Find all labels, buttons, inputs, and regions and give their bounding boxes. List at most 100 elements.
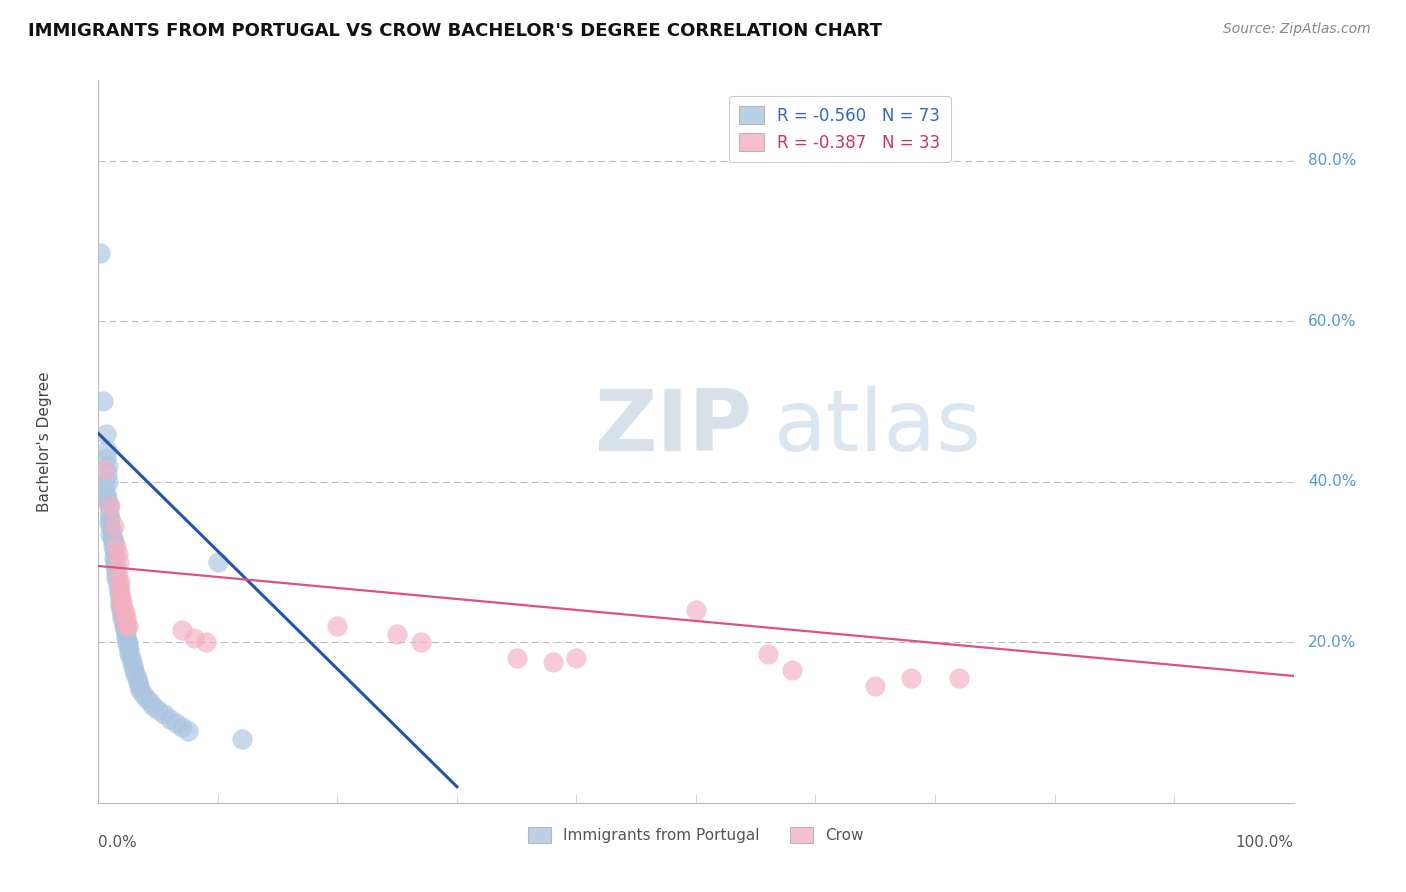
Point: [94, 450, 117, 465]
Point: [565, 651, 588, 665]
Point: [172, 623, 194, 637]
Text: 0.0%: 0.0%: [98, 835, 138, 850]
Point: [98, 518, 122, 533]
Point: [93, 478, 115, 492]
Text: 60.0%: 60.0%: [1308, 314, 1357, 328]
Point: [111, 611, 134, 625]
Point: [104, 547, 127, 561]
Point: [103, 542, 125, 557]
Point: [865, 680, 887, 694]
Legend: Immigrants from Portugal, Crow: Immigrants from Portugal, Crow: [522, 822, 870, 849]
Point: [98, 526, 122, 541]
Point: [110, 603, 132, 617]
Point: [93, 462, 115, 476]
Point: [107, 587, 129, 601]
Point: [94, 486, 117, 500]
Text: 80.0%: 80.0%: [1308, 153, 1357, 168]
Point: [124, 667, 146, 681]
Point: [172, 719, 194, 733]
Text: atlas: atlas: [773, 385, 981, 468]
Text: 100.0%: 100.0%: [1236, 835, 1294, 850]
Point: [124, 664, 146, 678]
Point: [107, 579, 129, 593]
Point: [111, 599, 134, 614]
Point: [115, 627, 138, 641]
Point: [96, 491, 118, 505]
Point: [98, 507, 121, 521]
Point: [111, 607, 134, 621]
Point: [131, 687, 153, 701]
Point: [183, 632, 205, 646]
Point: [101, 539, 124, 553]
Point: [115, 615, 138, 630]
Point: [105, 539, 128, 553]
Point: [118, 648, 141, 662]
Point: [153, 707, 176, 722]
Point: [97, 458, 120, 473]
Point: [122, 659, 145, 673]
Point: [117, 619, 139, 633]
Point: [105, 563, 128, 577]
Point: [326, 619, 349, 633]
Point: [112, 615, 135, 630]
Point: [948, 671, 970, 685]
Point: [104, 558, 127, 574]
Point: [103, 534, 125, 549]
Point: [103, 550, 125, 566]
Point: [100, 531, 122, 545]
Point: [103, 518, 125, 533]
Point: [91, 394, 114, 409]
Point: [121, 655, 143, 669]
Point: [108, 591, 131, 605]
Point: [115, 619, 138, 633]
Point: [685, 603, 707, 617]
Point: [89, 245, 111, 260]
Point: [107, 567, 129, 582]
Point: [115, 632, 138, 646]
Point: [114, 623, 136, 637]
Point: [105, 571, 128, 585]
Point: [506, 651, 529, 665]
Point: [231, 731, 253, 746]
Point: [96, 442, 118, 457]
Point: [107, 583, 129, 598]
Point: [98, 510, 122, 524]
Point: [97, 475, 120, 489]
Point: [142, 699, 165, 714]
Point: [108, 599, 131, 614]
Point: [135, 691, 157, 706]
Point: [148, 703, 170, 717]
Point: [165, 715, 187, 730]
Point: [129, 683, 152, 698]
Point: [108, 574, 131, 589]
Point: [114, 619, 136, 633]
Text: Source: ZipAtlas.com: Source: ZipAtlas.com: [1223, 22, 1371, 37]
Point: [98, 499, 122, 513]
Point: [100, 523, 122, 537]
Point: [115, 635, 138, 649]
Point: [97, 494, 120, 508]
Point: [117, 639, 139, 653]
Point: [111, 595, 134, 609]
Point: [101, 531, 124, 545]
Point: [159, 712, 181, 726]
Text: 20.0%: 20.0%: [1308, 635, 1357, 649]
Point: [110, 591, 132, 605]
Point: [207, 555, 229, 569]
Text: IMMIGRANTS FROM PORTUGAL VS CROW BACHELOR'S DEGREE CORRELATION CHART: IMMIGRANTS FROM PORTUGAL VS CROW BACHELO…: [28, 22, 882, 40]
Point: [541, 655, 564, 669]
Point: [96, 467, 118, 481]
Point: [98, 499, 121, 513]
Point: [107, 547, 129, 561]
Point: [107, 555, 129, 569]
Point: [114, 607, 136, 621]
Point: [128, 680, 150, 694]
Point: [117, 635, 139, 649]
Point: [139, 696, 162, 710]
Text: 40.0%: 40.0%: [1308, 475, 1357, 489]
Point: [112, 619, 135, 633]
Text: Bachelor's Degree: Bachelor's Degree: [37, 371, 52, 512]
Point: [195, 635, 218, 649]
Point: [411, 635, 433, 649]
Point: [107, 574, 129, 589]
